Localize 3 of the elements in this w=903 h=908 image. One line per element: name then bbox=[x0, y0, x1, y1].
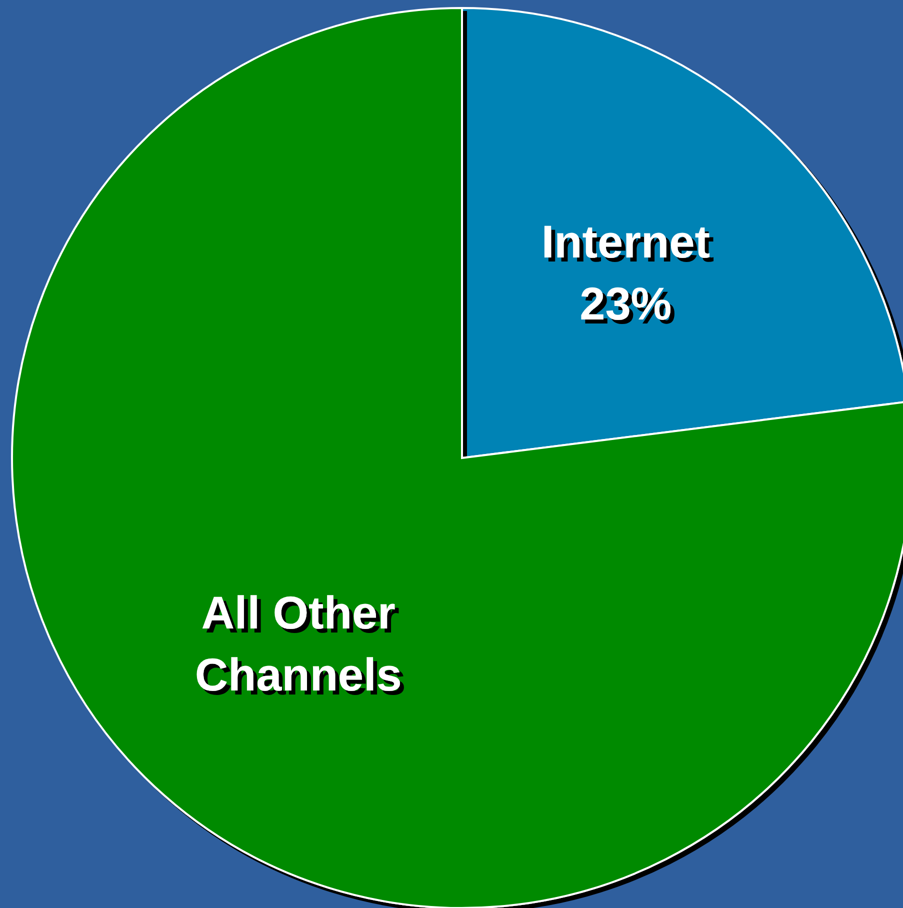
data-label: 23% bbox=[580, 277, 672, 330]
slice-label: All Other Channels bbox=[194, 586, 402, 701]
slice-label: Internet bbox=[541, 215, 710, 268]
